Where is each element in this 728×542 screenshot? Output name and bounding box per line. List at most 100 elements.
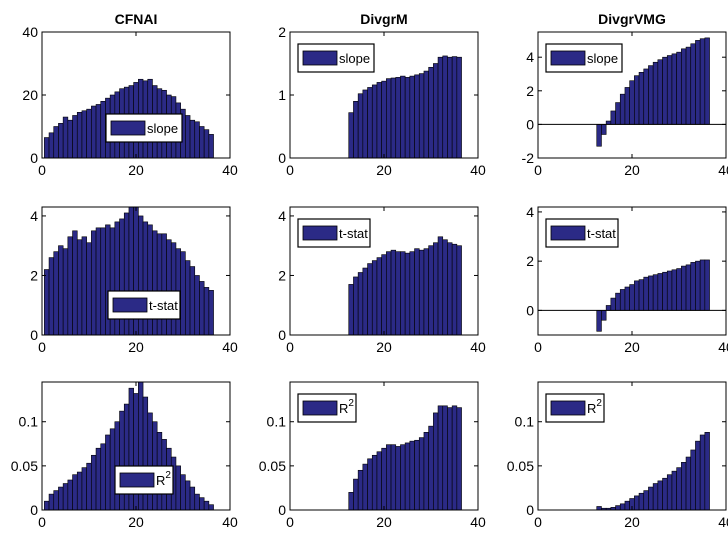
bar: [348, 112, 354, 158]
bar: [409, 251, 415, 335]
bar: [681, 265, 687, 311]
y-tick-label: 0: [278, 150, 286, 166]
bar: [390, 77, 397, 158]
bar: [695, 40, 701, 125]
x-tick-label: 0: [286, 514, 294, 530]
bar: [353, 478, 359, 510]
bar: [48, 257, 55, 335]
legend: slope: [105, 113, 183, 143]
bar: [72, 230, 78, 335]
bar: [185, 480, 191, 510]
legend-swatch: [302, 50, 338, 66]
bar-series: [596, 432, 710, 510]
bar: [376, 451, 382, 510]
legend-label: t-stat: [339, 226, 368, 241]
bar: [648, 275, 654, 311]
bar: [86, 462, 92, 510]
bar: [624, 286, 630, 311]
bar: [629, 80, 635, 125]
y-tick-label: 40: [22, 24, 38, 40]
bar: [376, 257, 382, 335]
subplot-2: 0 20 40 0 1 2 DivgrM slope: [278, 11, 486, 178]
bar: [386, 444, 392, 510]
bar: [371, 260, 378, 335]
bar: [634, 495, 640, 510]
legend-superscript: 2: [596, 398, 602, 409]
bar: [699, 434, 706, 510]
bar: [704, 432, 710, 510]
bar: [180, 474, 186, 510]
bar: [615, 102, 621, 125]
subplot-9: 0 20 40 0 0.05 0.1 R2: [507, 381, 728, 530]
bar: [605, 120, 612, 125]
legend-swatch: [302, 225, 338, 241]
bar: [690, 262, 696, 311]
legend-swatch: [550, 50, 586, 66]
x-tick-label: 0: [38, 514, 46, 530]
bar: [44, 269, 50, 335]
bar: [596, 506, 602, 510]
y-tick-label: 4: [30, 208, 38, 224]
y-tick-label: 2: [526, 83, 534, 99]
bar: [95, 447, 102, 510]
bar: [652, 274, 659, 311]
bar: [662, 56, 668, 125]
subplot-1: 0 20 40 0 20 40 CFNAI slope: [22, 11, 238, 178]
bar: [657, 480, 663, 510]
bar: [414, 439, 420, 510]
bar: [704, 259, 710, 311]
bar: [76, 239, 83, 335]
bar: [418, 73, 425, 158]
x-tick-label: 40: [718, 162, 728, 178]
bar: [638, 492, 645, 510]
bar: [371, 84, 378, 158]
y-tick-label: 0: [30, 327, 38, 343]
legend-label: slope: [587, 51, 618, 66]
bar-series: [348, 405, 462, 510]
bar: [72, 474, 78, 510]
bar: [456, 407, 462, 510]
bar: [690, 43, 696, 125]
x-tick-label: 0: [534, 339, 542, 355]
bar: [395, 77, 401, 158]
bar: [437, 405, 444, 510]
bar: [624, 500, 630, 510]
bar-series: [596, 259, 710, 332]
bar: [58, 245, 64, 335]
bar: [666, 270, 673, 311]
bar: [442, 55, 448, 158]
y-tick-label: 0: [30, 150, 38, 166]
bar-series: [348, 55, 462, 158]
bar: [180, 251, 186, 335]
y-tick-label: 0.1: [515, 414, 535, 430]
bar: [615, 292, 621, 311]
bar: [203, 129, 210, 158]
bar: [208, 504, 214, 510]
bar: [175, 465, 181, 510]
y-tick-label: 0: [278, 502, 286, 518]
bar: [634, 280, 640, 311]
legend: slope: [545, 43, 623, 73]
bar: [634, 75, 640, 125]
subplot-title: CFNAI: [115, 11, 158, 27]
x-tick-label: 40: [470, 339, 486, 355]
bar: [442, 405, 448, 510]
bar: [428, 66, 434, 158]
x-tick-label: 0: [286, 162, 294, 178]
bar: [194, 275, 200, 335]
y-tick-label: 0.05: [11, 458, 38, 474]
bar: [615, 505, 621, 510]
bar: [381, 447, 387, 510]
bar: [671, 470, 677, 510]
bar: [367, 458, 373, 510]
x-tick-label: 0: [38, 162, 46, 178]
bar: [91, 105, 97, 158]
legend: R2: [114, 465, 174, 495]
bar: [428, 245, 434, 335]
x-tick-label: 20: [624, 514, 640, 530]
legend-swatch: [112, 297, 148, 313]
legend-superscript: 2: [348, 398, 354, 409]
bar: [610, 110, 616, 125]
bar: [601, 124, 607, 135]
bar: [624, 87, 630, 125]
